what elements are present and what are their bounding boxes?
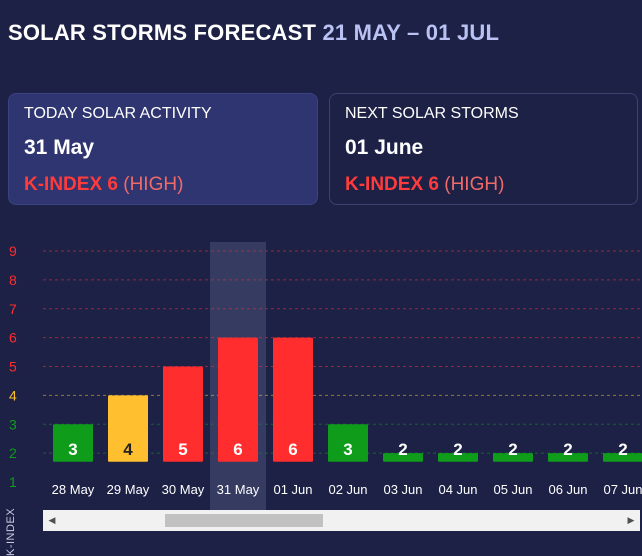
bar-value-label: 3 (68, 440, 77, 459)
y-tick-label: 6 (9, 330, 17, 346)
x-tick-label: 03 Jun (383, 482, 422, 497)
next-kindex-value: K-INDEX 6 (345, 174, 439, 195)
x-tick-label: 07 Jun (603, 482, 642, 497)
y-axis-label: K-INDEX (5, 507, 17, 556)
today-activity-card: TODAY SOLAR ACTIVITY 31 May K-INDEX 6 (H… (8, 93, 318, 205)
x-tick-label: 30 May (162, 482, 205, 497)
bar-value-label: 6 (288, 440, 297, 459)
bar-value-label: 3 (343, 440, 352, 459)
kindex-bar-chart: 1 2 3 4 5 6 7 8 9 3 28 May 4 29 May 5 30 May 6 31 May 6 01… (9, 242, 642, 510)
x-tick-label: 01 Jun (273, 482, 312, 497)
bar (603, 453, 642, 462)
y-tick-label: 1 (9, 474, 17, 490)
page-title: SOLAR STORMS FORECAST 21 MAY – 01 JUL (8, 20, 499, 46)
chart-scrollbar[interactable]: ◀ ▶ (43, 510, 640, 531)
title-text: SOLAR STORMS FORECAST (8, 20, 317, 45)
bar-value-label: 2 (398, 440, 407, 459)
bar (163, 366, 203, 462)
x-tick-label: 29 May (107, 482, 150, 497)
bar-value-label: 6 (233, 440, 242, 459)
scroll-right-icon[interactable]: ▶ (627, 515, 635, 525)
date-range: 21 MAY – 01 JUL (322, 20, 500, 45)
today-level: (HIGH) (123, 174, 184, 195)
bar (273, 337, 313, 462)
bar (383, 453, 423, 462)
y-tick-label: 4 (9, 387, 17, 403)
x-tick-label: 05 Jun (493, 482, 532, 497)
y-tick-label: 2 (9, 445, 17, 461)
y-tick-label: 9 (9, 243, 17, 259)
bar (53, 424, 93, 462)
bar (218, 337, 258, 462)
x-tick-label: 06 Jun (548, 482, 587, 497)
bar (108, 395, 148, 462)
bar-value-label: 2 (563, 440, 572, 459)
x-tick-label: 02 Jun (328, 482, 367, 497)
x-tick-label: 28 May (52, 482, 95, 497)
y-tick-label: 3 (9, 416, 17, 432)
bar (328, 424, 368, 462)
next-card-label: NEXT SOLAR STORMS (345, 105, 519, 122)
y-tick-label: 8 (9, 272, 17, 288)
scroll-left-icon[interactable]: ◀ (48, 515, 56, 525)
today-kindex: K-INDEX 6 (HIGH) (24, 174, 302, 196)
y-tick-label: 5 (9, 359, 17, 375)
bar-value-label: 5 (178, 440, 187, 459)
bar (493, 453, 533, 462)
bar (548, 453, 588, 462)
today-card-label: TODAY SOLAR ACTIVITY (24, 105, 212, 122)
bar-value-label: 2 (453, 440, 462, 459)
next-date: 01 June (345, 136, 424, 159)
x-tick-label: 31 May (217, 482, 260, 497)
next-level: (HIGH) (444, 174, 505, 195)
bar-value-label: 2 (508, 440, 517, 459)
scrollbar-thumb[interactable] (165, 514, 323, 527)
today-date: 31 May (24, 136, 95, 159)
bar (438, 453, 478, 462)
next-kindex: K-INDEX 6 (HIGH) (345, 174, 622, 196)
bar-value-label: 2 (618, 440, 627, 459)
next-storms-card: NEXT SOLAR STORMS 01 June K-INDEX 6 (HIG… (329, 93, 638, 205)
x-tick-label: 04 Jun (438, 482, 477, 497)
bar-value-label: 4 (123, 440, 133, 459)
y-tick-label: 7 (9, 301, 17, 317)
today-kindex-value: K-INDEX 6 (24, 174, 118, 195)
